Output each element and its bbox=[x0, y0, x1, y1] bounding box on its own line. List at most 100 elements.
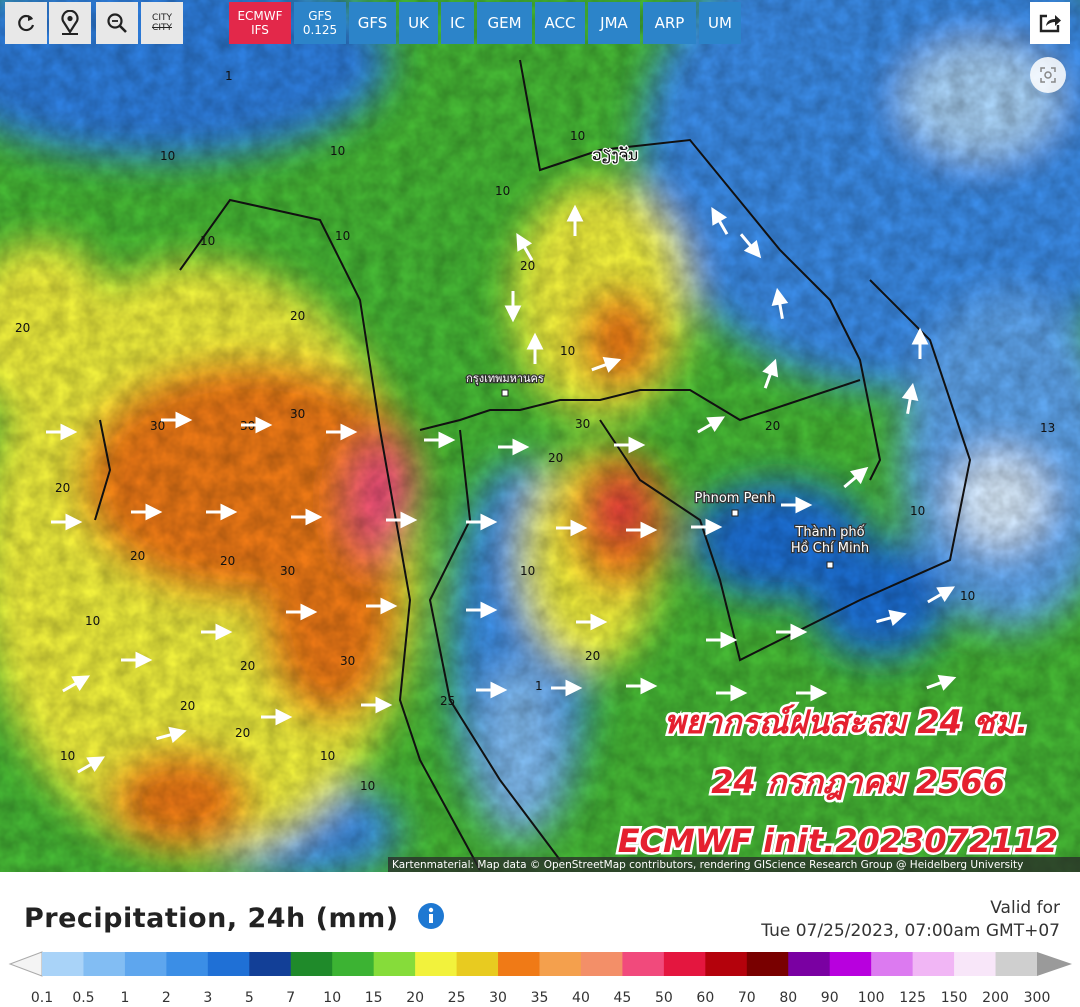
scale-segment bbox=[995, 952, 1038, 976]
wind-arrow bbox=[201, 623, 233, 641]
model-button[interactable]: ARP bbox=[643, 2, 696, 44]
color-scale: 0.1 0.5 1 2 3 5 7 10 15 20 25 30 35 40 45 50 60 70 80 90 100… bbox=[8, 951, 1072, 1006]
wind-arrow bbox=[876, 609, 907, 627]
scale-label: 100 bbox=[858, 990, 885, 1006]
wind-arrow bbox=[466, 513, 498, 531]
wind-arrow bbox=[77, 756, 106, 774]
model-button[interactable]: GFS bbox=[349, 2, 396, 44]
scale-label: 25 bbox=[448, 990, 466, 1006]
wind-arrow bbox=[576, 613, 608, 631]
contour-label: 13 bbox=[1040, 421, 1055, 435]
model-sub: IFS bbox=[251, 23, 269, 37]
scale-label: 7 bbox=[286, 990, 295, 1006]
scale-label: 15 bbox=[365, 990, 383, 1006]
scale-label: 150 bbox=[941, 990, 968, 1006]
contour-label: 10 bbox=[960, 589, 975, 603]
contour-label: 30 bbox=[575, 417, 590, 431]
wind-arrow bbox=[526, 332, 544, 364]
wind-arrow bbox=[206, 503, 238, 521]
wind-arrow bbox=[156, 726, 187, 744]
forecast-date: 24 กรกฎาคม 2566 bbox=[711, 763, 1005, 801]
contour-label: 10 bbox=[60, 749, 75, 763]
wind-arrow bbox=[697, 416, 726, 434]
attribution: Kartenmaterial: Map data © OpenStreetMap… bbox=[392, 859, 1023, 871]
model-button[interactable]: UK bbox=[399, 2, 438, 44]
map[interactable]: 1 10 10 10 20 20 30 30 30 20 10 20 20 30 30 20 20 10 10 20 1… bbox=[0, 0, 1080, 872]
share-button[interactable] bbox=[1030, 2, 1070, 44]
contour-label: 10 bbox=[910, 504, 925, 518]
scale-segment bbox=[42, 952, 84, 976]
model-button[interactable]: IC bbox=[441, 2, 474, 44]
contour-label: 20 bbox=[15, 321, 30, 335]
wind-arrow bbox=[762, 358, 779, 389]
contour-label: 25 bbox=[440, 694, 455, 708]
contour-label: 10 bbox=[85, 614, 100, 628]
contour-label: 20 bbox=[585, 649, 600, 663]
wind-arrow bbox=[286, 603, 318, 621]
contour-label: 20 bbox=[180, 699, 195, 713]
model-name: ARP bbox=[654, 14, 685, 32]
scale-segment bbox=[663, 952, 706, 976]
city-on: CITY bbox=[152, 13, 172, 23]
valid-for: Valid for Tue 07/25/2023, 07:00am GMT+07 bbox=[761, 897, 1060, 943]
scan-button[interactable] bbox=[1030, 57, 1066, 93]
wind-arrow bbox=[771, 287, 789, 320]
contour-label: 10 bbox=[560, 344, 575, 358]
wind-arrow bbox=[498, 438, 530, 456]
model-button[interactable]: ECMWF IFS bbox=[229, 2, 291, 44]
place-marker bbox=[826, 561, 834, 569]
wind-arrow bbox=[711, 206, 729, 235]
model-button[interactable]: GFS 0.125 bbox=[294, 2, 346, 44]
scale-label: 125 bbox=[899, 990, 926, 1006]
place-marker bbox=[501, 389, 509, 397]
contour-label: 20 bbox=[235, 726, 250, 740]
wind-arrow bbox=[386, 511, 418, 529]
refresh-button[interactable] bbox=[5, 2, 47, 44]
wind-arrow bbox=[626, 521, 658, 539]
scale-label: 70 bbox=[738, 990, 756, 1006]
model-name: UK bbox=[408, 14, 429, 32]
scale-label: 50 bbox=[655, 990, 673, 1006]
scale-segment bbox=[912, 952, 955, 976]
model-button[interactable]: ACC bbox=[535, 2, 585, 44]
wind-arrow bbox=[261, 708, 293, 726]
wind-arrow bbox=[121, 651, 153, 669]
wind-arrow bbox=[716, 684, 748, 702]
model-name: ECMWF bbox=[237, 9, 283, 23]
scale-label: 80 bbox=[779, 990, 797, 1006]
zoom-button[interactable] bbox=[96, 2, 138, 44]
location-button[interactable] bbox=[49, 2, 91, 44]
scale-high-arrow bbox=[1037, 952, 1072, 976]
scale-segment bbox=[829, 952, 872, 976]
model-name: ACC bbox=[544, 14, 576, 32]
wind-arrow bbox=[691, 518, 723, 536]
contour-label: 20 bbox=[520, 259, 535, 273]
forecast-title: พยากรณ์ฝนสะสม 24 ชม. bbox=[664, 703, 1028, 741]
valid-time: Tue 07/25/2023, 07:00am GMT+07 bbox=[761, 921, 1060, 941]
scale-segment bbox=[580, 952, 623, 976]
wind-arrow bbox=[516, 232, 534, 261]
contour-label: 20 bbox=[55, 481, 70, 495]
scale-segment bbox=[332, 952, 375, 976]
scale-label: 35 bbox=[531, 990, 549, 1006]
contour-label: 30 bbox=[290, 407, 305, 421]
place-marker bbox=[731, 509, 739, 517]
city-off: CITY bbox=[152, 23, 172, 33]
place-label: Thành phố bbox=[794, 525, 864, 540]
scale-label: 300 bbox=[1024, 990, 1051, 1006]
scale-segment bbox=[498, 952, 540, 976]
model-button[interactable]: GEM bbox=[477, 2, 532, 44]
city-button[interactable]: CITY CITY bbox=[141, 2, 183, 44]
model-button[interactable]: UM bbox=[699, 2, 741, 44]
scale-label: 60 bbox=[696, 990, 714, 1006]
scale-segment bbox=[746, 952, 789, 976]
contour-label: 10 bbox=[200, 234, 215, 248]
info-icon[interactable] bbox=[417, 902, 445, 930]
scale-segment bbox=[290, 952, 333, 976]
model-button[interactable]: JMA bbox=[588, 2, 640, 44]
valid-label: Valid for bbox=[990, 898, 1060, 918]
scale-segment bbox=[705, 952, 748, 976]
scale-label: 1 bbox=[120, 990, 129, 1006]
wind-arrow bbox=[776, 623, 808, 641]
